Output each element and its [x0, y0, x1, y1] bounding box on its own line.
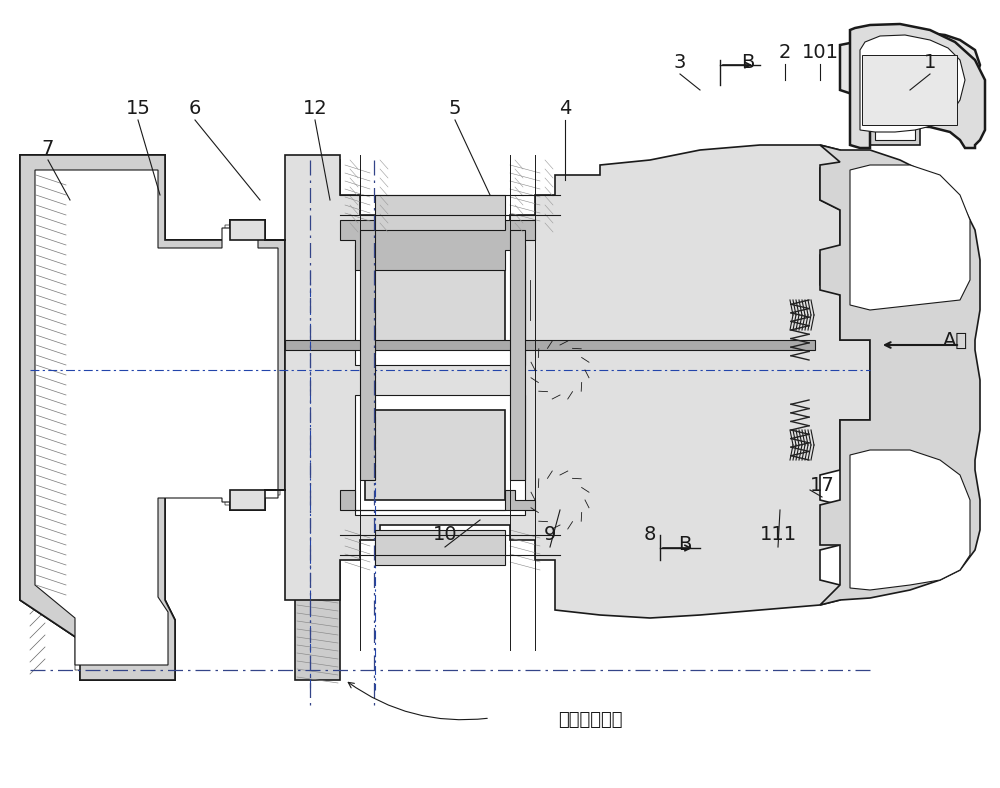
Bar [365, 410, 505, 500]
Polygon shape [35, 170, 278, 665]
Bar [355, 245, 525, 365]
Text: 101: 101 [802, 43, 838, 61]
Text: 5: 5 [449, 98, 461, 117]
Text: 1: 1 [924, 53, 936, 72]
Polygon shape [20, 155, 285, 680]
Text: 9: 9 [544, 526, 556, 545]
Text: 111: 111 [759, 526, 797, 545]
Text: 3: 3 [674, 53, 686, 72]
Polygon shape [30, 165, 280, 670]
Polygon shape [820, 145, 980, 605]
Bar [510, 230, 525, 480]
Bar [365, 260, 505, 350]
Bar [355, 395, 525, 515]
Polygon shape [20, 155, 285, 680]
Bar [875, 100, 915, 140]
Text: 7: 7 [42, 139, 54, 158]
Text: 8: 8 [644, 526, 656, 545]
Bar [862, 55, 957, 125]
Polygon shape [840, 32, 980, 102]
Polygon shape [850, 165, 970, 310]
Bar [360, 230, 375, 480]
Text: 6: 6 [189, 98, 201, 117]
Bar [375, 195, 505, 230]
Text: 15: 15 [126, 98, 150, 117]
Text: A向: A向 [942, 330, 968, 350]
Polygon shape [340, 220, 535, 270]
Text: B: B [741, 53, 755, 72]
Text: B: B [678, 536, 692, 555]
Text: 2: 2 [779, 43, 791, 61]
Polygon shape [850, 450, 970, 590]
Bar [375, 530, 505, 565]
Polygon shape [850, 24, 985, 148]
Bar [295, 160, 340, 680]
Bar [870, 95, 920, 145]
Bar [285, 340, 815, 350]
Polygon shape [340, 490, 535, 510]
Text: 4: 4 [559, 98, 571, 117]
Text: 10: 10 [433, 526, 457, 545]
Text: 17: 17 [810, 475, 834, 495]
Polygon shape [860, 35, 965, 132]
Text: 车轮旋转中心: 车轮旋转中心 [558, 711, 622, 729]
Text: 12: 12 [303, 98, 327, 117]
Polygon shape [230, 145, 870, 618]
Polygon shape [20, 155, 285, 680]
